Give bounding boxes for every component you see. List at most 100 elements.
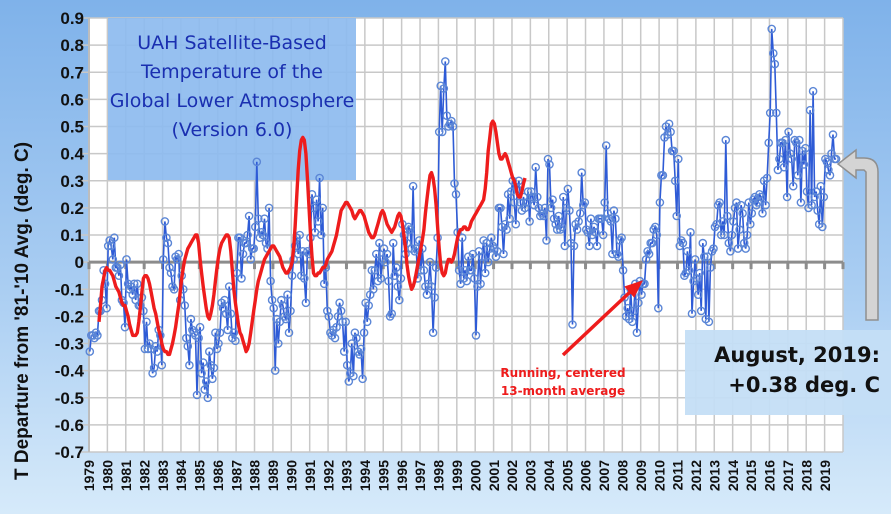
monthly-anomaly-point bbox=[165, 263, 174, 272]
monthly-anomaly-point bbox=[511, 219, 521, 229]
monthly-anomaly-point bbox=[654, 303, 663, 313]
x-tick-label: 1993 bbox=[339, 460, 355, 491]
monthly-anomaly-point bbox=[756, 192, 766, 202]
monthly-anomaly-point bbox=[462, 276, 472, 286]
monthly-anomaly-point bbox=[549, 214, 559, 223]
monthly-anomaly-point bbox=[180, 301, 190, 310]
monthly-anomaly-point bbox=[195, 322, 205, 332]
monthly-anomaly-point bbox=[284, 328, 294, 338]
monthly-anomaly-point bbox=[724, 238, 734, 248]
monthly-anomaly-point bbox=[200, 385, 209, 394]
monthly-anomaly-point bbox=[437, 127, 447, 137]
monthly-anomaly-point bbox=[546, 203, 556, 213]
monthly-anomaly-point bbox=[589, 222, 599, 232]
monthly-anomaly-point bbox=[690, 255, 700, 264]
x-tick-label: 2004 bbox=[541, 460, 557, 491]
monthly-anomaly-point bbox=[172, 255, 182, 264]
monthly-anomaly-point bbox=[158, 255, 168, 264]
monthly-anomaly-point bbox=[315, 173, 324, 183]
monthly-anomaly-point bbox=[183, 341, 193, 351]
monthly-anomaly-point bbox=[741, 244, 751, 253]
monthly-anomaly-point bbox=[617, 233, 626, 242]
y-tick-label: -0.2 bbox=[55, 307, 84, 326]
overlay-panels bbox=[108, 18, 891, 415]
monthly-anomaly-point bbox=[618, 265, 628, 275]
monthly-anomaly-point bbox=[696, 306, 706, 316]
y-tick-label: 0 bbox=[75, 253, 84, 272]
monthly-anomaly-point bbox=[249, 244, 258, 253]
y-tick-labels: 0.9 0.8 0.7 0.6 0.5 0.4 0.3 0.2 0.1 0 -0.1 -0.2 -0.3… bbox=[55, 9, 85, 462]
monthly-anomaly-point bbox=[799, 160, 809, 169]
monthly-anomaly-point bbox=[336, 306, 346, 316]
monthly-anomaly-point bbox=[520, 203, 530, 213]
monthly-anomaly-point bbox=[174, 249, 183, 259]
x-tick-label: 1985 bbox=[192, 460, 208, 491]
monthly-anomaly-point bbox=[281, 314, 291, 324]
monthly-anomaly-point bbox=[181, 333, 191, 343]
monthly-anomaly-point bbox=[577, 168, 587, 177]
y-tick-label: 0.2 bbox=[60, 199, 84, 218]
monthly-anomaly-point bbox=[486, 233, 496, 242]
x-tick-label: 1986 bbox=[210, 460, 226, 491]
monthly-anomaly-point bbox=[220, 295, 229, 305]
monthly-anomaly-point bbox=[788, 181, 798, 191]
y-tick-label: -0.7 bbox=[55, 443, 84, 462]
monthly-anomaly-point bbox=[85, 347, 95, 356]
monthly-anomaly-point bbox=[552, 225, 562, 234]
monthly-anomaly-point bbox=[471, 331, 481, 340]
monthly-anomaly-point bbox=[408, 181, 418, 191]
monthly-anomaly-point bbox=[252, 157, 262, 167]
x-tick-label: 2006 bbox=[578, 460, 594, 491]
monthly-anomaly-point bbox=[273, 339, 283, 348]
monthly-anomaly-point bbox=[565, 206, 574, 215]
running-average-line bbox=[97, 119, 527, 357]
y-tick-label: 0.3 bbox=[60, 172, 84, 191]
monthly-anomaly-point bbox=[463, 252, 473, 262]
monthly-anomaly-point bbox=[647, 238, 657, 248]
monthly-anomaly-point bbox=[114, 271, 124, 281]
x-tick-label: 2002 bbox=[504, 460, 520, 491]
monthly-anomaly-point bbox=[132, 279, 142, 289]
monthly-anomaly-point bbox=[454, 265, 464, 275]
monthly-anomaly-point bbox=[261, 238, 271, 248]
monthly-anomaly-point bbox=[540, 203, 550, 213]
latest-value-annotation-line-1: August, 2019: bbox=[714, 343, 880, 367]
monthly-anomaly-point bbox=[276, 295, 286, 305]
monthly-anomaly-point bbox=[580, 198, 590, 207]
monthly-anomaly-point bbox=[709, 244, 718, 253]
title-line-3: Global Lower Atmosphere bbox=[110, 90, 355, 112]
monthly-anomaly-point bbox=[770, 59, 780, 69]
monthly-anomaly-point bbox=[738, 208, 747, 218]
monthly-anomaly-point bbox=[388, 238, 398, 248]
monthly-anomaly-point bbox=[569, 241, 579, 251]
monthly-anomaly-point bbox=[102, 303, 111, 313]
monthly-anomaly-point bbox=[470, 274, 479, 283]
y-tick-label: -0.4 bbox=[55, 362, 85, 381]
monthly-anomaly-point bbox=[716, 230, 726, 240]
monthly-anomaly-point bbox=[742, 230, 752, 240]
monthly-anomaly-point bbox=[637, 290, 646, 300]
monthly-anomaly-point bbox=[370, 265, 380, 275]
x-tick-label: 1989 bbox=[265, 460, 281, 491]
monthly-anomaly-point bbox=[620, 293, 629, 302]
monthly-anomaly-point bbox=[726, 246, 735, 256]
monthly-anomaly-point bbox=[772, 108, 781, 118]
monthly-anomaly-point bbox=[192, 390, 202, 400]
monthly-anomaly-point bbox=[509, 198, 519, 207]
x-tick-label: 2007 bbox=[596, 460, 612, 491]
monthly-anomaly-point bbox=[427, 282, 436, 291]
monthly-anomaly-point bbox=[822, 157, 832, 167]
monthly-anomaly-point bbox=[208, 374, 217, 384]
monthly-anomaly-point bbox=[203, 393, 213, 403]
monthly-anomaly-point bbox=[166, 268, 176, 278]
x-tick-label: 2000 bbox=[467, 460, 483, 491]
y-tick-label: 0.5 bbox=[60, 118, 84, 137]
monthly-anomaly-point bbox=[122, 255, 131, 264]
monthly-anomaly-point bbox=[394, 295, 404, 305]
monthly-anomaly-point bbox=[658, 170, 668, 180]
y-tick-label: -0.1 bbox=[55, 280, 84, 299]
monthly-anomaly-point bbox=[339, 347, 349, 356]
monthly-anomaly-point bbox=[568, 320, 577, 329]
monthly-anomaly-point bbox=[460, 265, 470, 275]
